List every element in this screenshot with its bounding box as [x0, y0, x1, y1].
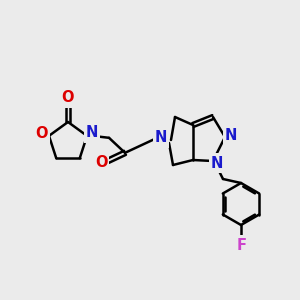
Text: O: O: [95, 155, 107, 170]
Text: N: N: [86, 125, 98, 140]
Text: O: O: [36, 126, 48, 141]
Text: N: N: [155, 130, 167, 146]
Text: N: N: [211, 155, 223, 170]
Text: O: O: [62, 91, 74, 106]
Text: N: N: [225, 128, 237, 142]
Text: F: F: [237, 238, 247, 253]
